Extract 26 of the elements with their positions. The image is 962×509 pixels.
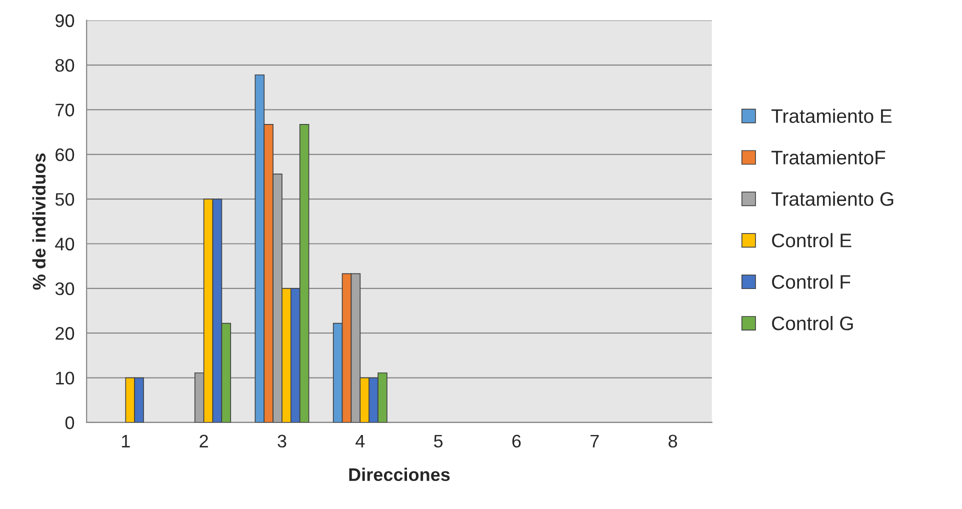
x-tick-label: 3 <box>278 434 286 448</box>
y-tick-label: 0 <box>65 416 74 430</box>
y-tick-label: 90 <box>56 14 74 28</box>
x-axis-title: Direcciones <box>349 468 450 482</box>
x-tick-label: 5 <box>434 434 443 448</box>
y-tick-label: 20 <box>56 327 74 340</box>
x-tick-label: 1 <box>122 434 130 448</box>
x-tick-label: 6 <box>512 434 521 448</box>
legend-label: Tratamiento G <box>771 192 894 206</box>
y-tick-label: 50 <box>55 193 74 206</box>
y-tick-label: 70 <box>56 104 74 116</box>
x-tick-label: 7 <box>590 434 599 448</box>
y-tick-label: 60 <box>56 148 74 162</box>
y-tick-label: 10 <box>56 372 74 385</box>
legend-label: TratamientoF <box>771 150 886 164</box>
legend-label: Control E <box>772 233 852 248</box>
x-tick-label: 8 <box>668 434 678 448</box>
y-tick-label: 30 <box>55 282 74 296</box>
x-tick-label: 2 <box>200 434 208 448</box>
y-axis-title: % de individuos <box>32 153 46 290</box>
x-tick-label: 4 <box>356 434 365 448</box>
y-tick-label: 80 <box>55 58 74 72</box>
legend-label: Control G <box>772 316 853 330</box>
legend-label: Control F <box>772 274 850 289</box>
y-tick-label: 40 <box>55 238 74 250</box>
legend-label: Tratamiento E <box>771 108 892 123</box>
